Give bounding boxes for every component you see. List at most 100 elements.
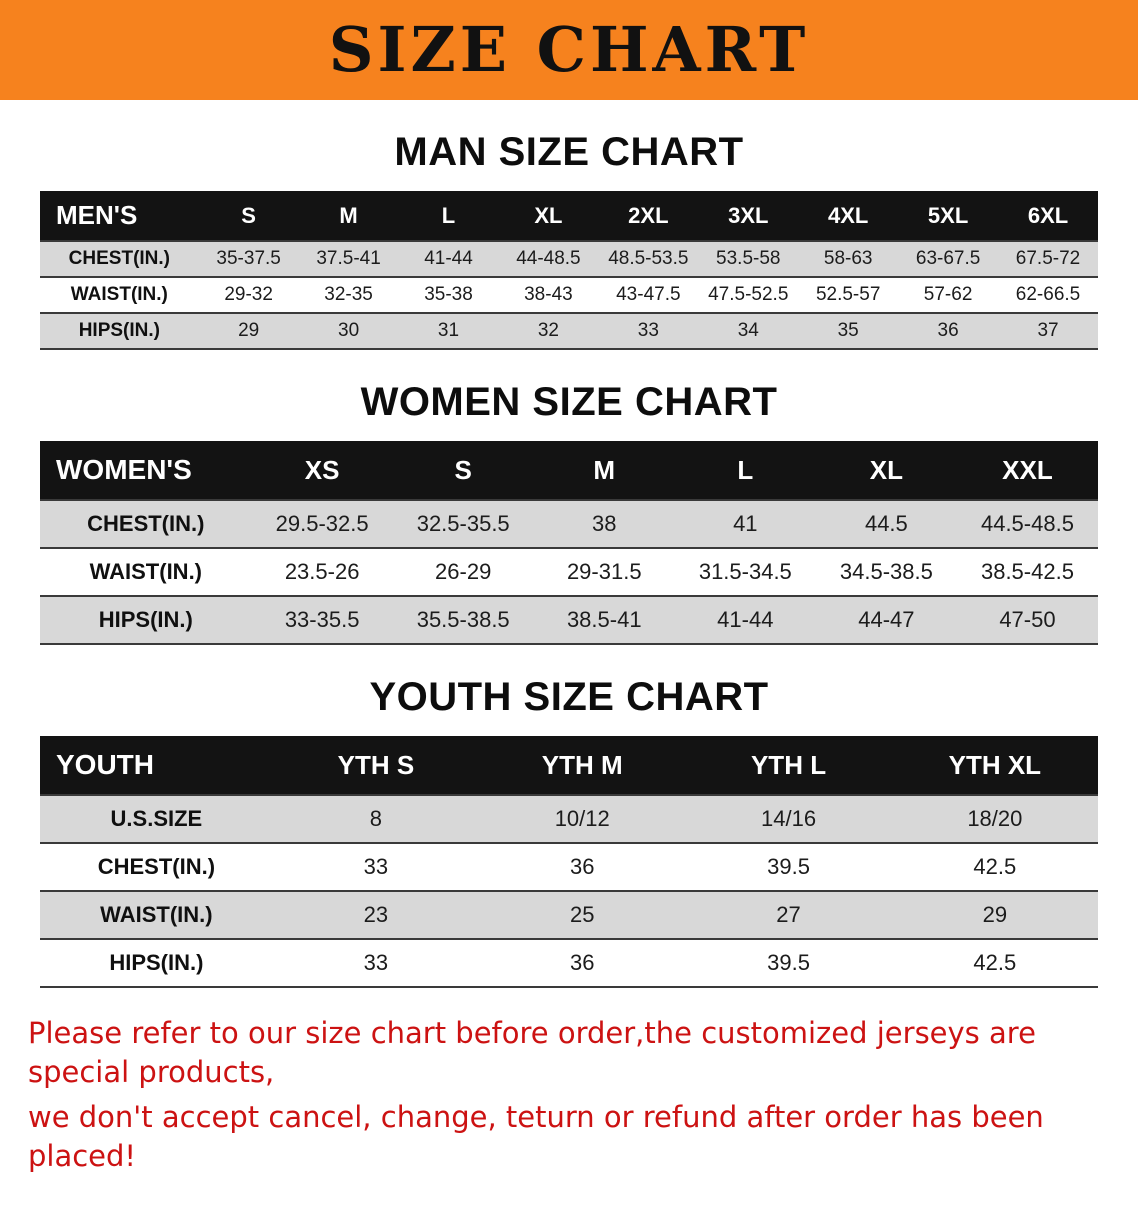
youth-size-table: YOUTH YTH S YTH M YTH L YTH XL U.S.SIZE 8 10/12…	[40, 736, 1098, 988]
table-row: U.S.SIZE 8 10/12 14/16 18/20	[40, 795, 1098, 843]
cell-value: 30	[338, 320, 360, 341]
cell-value: 38.5-41	[566, 607, 642, 632]
cell-value: 33	[637, 320, 659, 341]
cell-value: 26-29	[435, 559, 492, 584]
size-column-header: YTH M	[479, 736, 686, 795]
size-column-header: 2XL	[598, 191, 699, 241]
cell-value: 38.5-42.5	[980, 559, 1074, 584]
size-column-header: YTH XL	[891, 736, 1098, 795]
table-row: WAIST(IN.) 29-32 32-35 35-38 38-43 43-47.5 47.…	[40, 277, 1098, 313]
size-column-header: XS	[251, 441, 393, 500]
cell-value: 8	[369, 806, 383, 831]
cell-value: 44.5-48.5	[980, 511, 1074, 536]
cell-value: 47-50	[999, 607, 1056, 632]
cell-value: 42.5	[973, 950, 1017, 975]
size-column-header: S	[198, 191, 299, 241]
size-column-header: M	[533, 441, 675, 500]
women-section-heading: WOMEN SIZE CHART	[360, 380, 778, 424]
row-label: HIPS(IN.)	[98, 607, 193, 632]
table-header-row: WOMEN'S XS S M L XL XXL	[40, 441, 1098, 500]
cell-value: 36	[937, 320, 959, 341]
cell-value: 32.5-35.5	[416, 511, 510, 536]
row-label: CHEST(IN.)	[68, 248, 170, 269]
cell-value: 29	[238, 320, 260, 341]
note-line-1: Please refer to our size chart before or…	[28, 1016, 1036, 1090]
row-label: WAIST(IN.)	[89, 559, 203, 584]
table-row: CHEST(IN.) 33 36 39.5 42.5	[40, 843, 1098, 891]
cell-value: 63-67.5	[915, 248, 981, 269]
cell-value: 35	[837, 320, 859, 341]
size-column-header: L	[674, 441, 816, 500]
table-row: CHEST(IN.) 29.5-32.5 32.5-35.5 38 41 44.5 44.5…	[40, 500, 1098, 548]
cell-value: 41-44	[424, 248, 473, 269]
cell-value: 10/12	[554, 806, 610, 831]
cell-value: 32	[537, 320, 559, 341]
cell-value: 48.5-53.5	[608, 248, 689, 269]
row-label: HIPS(IN.)	[78, 320, 160, 341]
cell-value: 57-62	[923, 284, 973, 305]
cell-value: 39.5	[767, 950, 810, 975]
cell-value: 39.5	[767, 854, 810, 879]
cell-value: 37.5-41	[316, 248, 381, 269]
table-row: HIPS(IN.) 29 30 31 32 33 34 35 36 37	[40, 313, 1098, 349]
row-label: U.S.SIZE	[110, 806, 203, 831]
row-label: CHEST(IN.)	[87, 511, 205, 536]
men-header-label: MEN'S	[40, 191, 199, 241]
page-title: SIZE CHART	[328, 13, 810, 86]
cell-value: 34.5-38.5	[839, 559, 933, 584]
cell-value: 47.5-52.5	[708, 284, 789, 305]
cell-value: 36	[569, 950, 595, 975]
cell-value: 44-47	[858, 607, 915, 632]
row-label: WAIST(IN.)	[70, 284, 168, 305]
size-column-header: YTH S	[272, 736, 480, 795]
cell-value: 29	[982, 902, 1008, 927]
cell-value: 53.5-58	[716, 248, 781, 269]
cell-value: 44.5	[864, 511, 908, 536]
table-row: CHEST(IN.) 35-37.5 37.5-41 41-44 44-48.5 48.5…	[40, 241, 1098, 277]
title-banner: SIZE CHART	[0, 0, 1138, 100]
table-row: HIPS(IN.) 33-35.5 35.5-38.5 38.5-41 41-44 44-…	[40, 596, 1098, 644]
cell-value: 38-43	[524, 284, 573, 305]
cell-value: 14/16	[761, 806, 817, 831]
cell-value: 29-32	[224, 284, 273, 305]
table-header-row: YOUTH YTH S YTH M YTH L YTH XL	[40, 736, 1098, 795]
cell-value: 31	[437, 320, 460, 341]
cell-value: 29-31.5	[566, 559, 642, 584]
cell-value: 67.5-72	[1015, 248, 1081, 269]
cell-value: 36	[569, 854, 595, 879]
cell-value: 52.5-57	[815, 284, 881, 305]
cell-value: 35-37.5	[216, 248, 281, 269]
cell-value: 31.5-34.5	[698, 559, 792, 584]
cell-value: 35.5-38.5	[416, 607, 510, 632]
cell-value: 27	[776, 902, 801, 927]
women-size-table: WOMEN'S XS S M L XL XXL CHEST(IN.) 29.5-32.5 32.5…	[40, 441, 1098, 645]
size-column-header: 4XL	[798, 191, 899, 241]
cell-value: 37	[1037, 320, 1059, 341]
cell-value: 41-44	[717, 607, 774, 632]
cell-value: 33-35.5	[284, 607, 360, 632]
cell-value: 34	[737, 320, 759, 341]
cell-value: 35-38	[424, 284, 473, 305]
cell-value: 44-48.5	[516, 248, 581, 269]
cell-value: 58-63	[823, 248, 873, 269]
row-label: CHEST(IN.)	[97, 854, 216, 879]
cell-value: 42.5	[973, 854, 1017, 879]
cell-value: 32-35	[324, 284, 373, 305]
footer-note: Please refer to our size chart before or…	[0, 988, 1138, 1211]
table-row: WAIST(IN.) 23 25 27 29	[40, 891, 1098, 939]
table-row: WAIST(IN.) 23.5-26 26-29 29-31.5 31.5-34.5 34…	[40, 548, 1098, 596]
cell-value: 23.5-26	[284, 559, 360, 584]
men-size-chart-section: MAN SIZE CHART MEN'S S M L XL 2XL 3XL 4XL 5XL 6XL C…	[0, 130, 1138, 350]
cell-value: 23	[363, 902, 389, 927]
size-column-header: 3XL	[698, 191, 799, 241]
cell-value: 38	[592, 511, 617, 536]
row-label: WAIST(IN.)	[100, 902, 213, 927]
row-label: HIPS(IN.)	[109, 950, 204, 975]
size-column-header: 5XL	[898, 191, 999, 241]
size-column-header: L	[398, 191, 499, 241]
size-column-header: YTH L	[685, 736, 892, 795]
youth-header-label: YOUTH	[40, 736, 273, 795]
youth-section-heading: YOUTH SIZE CHART	[369, 675, 769, 719]
cell-value: 43-47.5	[616, 284, 681, 305]
